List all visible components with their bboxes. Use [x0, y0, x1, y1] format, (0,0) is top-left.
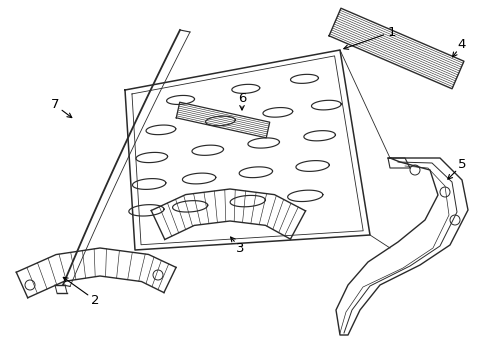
- Text: 5: 5: [457, 158, 465, 171]
- Text: 4: 4: [457, 39, 465, 51]
- Text: 6: 6: [237, 91, 245, 104]
- Text: 7: 7: [51, 99, 59, 112]
- Text: 3: 3: [235, 242, 244, 255]
- Text: 2: 2: [91, 293, 99, 306]
- Text: 1: 1: [387, 26, 395, 39]
